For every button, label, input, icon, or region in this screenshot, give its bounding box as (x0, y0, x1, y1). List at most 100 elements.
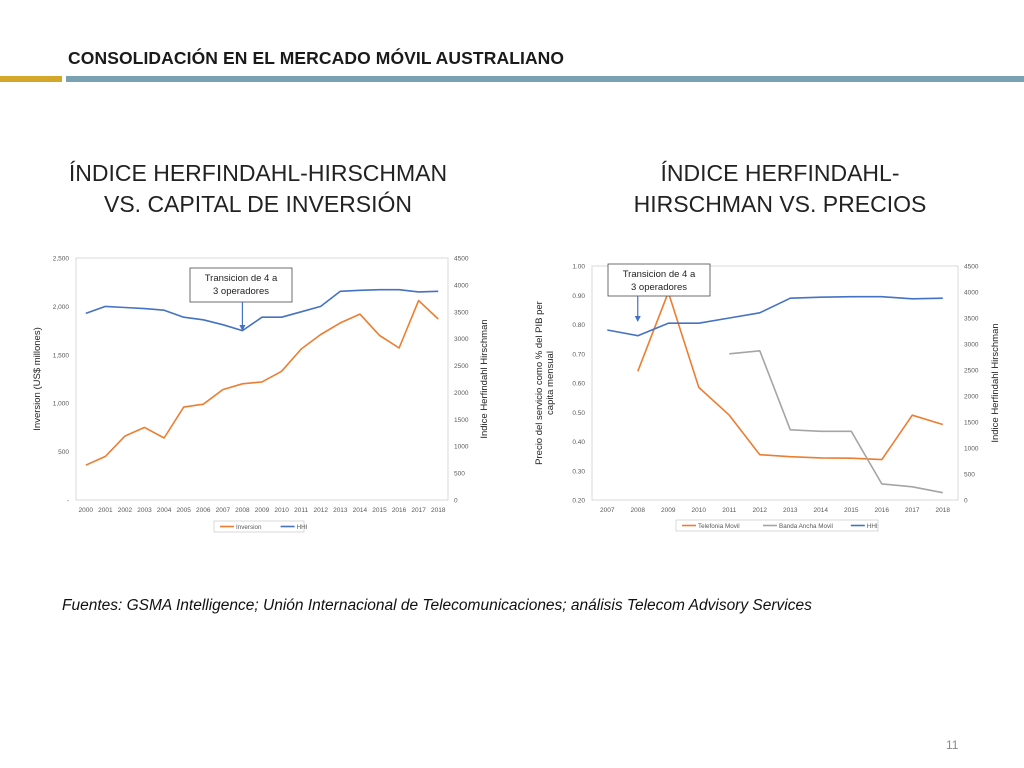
right-chart-y-tick-label: 0.40 (572, 439, 585, 446)
right-chart-annotation: Transicion de 4 a 3 operadores (607, 263, 711, 322)
right-chart-legend: Telefonia Movil Banda Ancha Movil HHI (675, 519, 879, 532)
left-chart-y2-tick-label: 1000 (454, 444, 469, 451)
right-chart-y2-tick-label: 3500 (964, 316, 979, 323)
right-chart-legend-label-banda-ancha-movil: Banda Ancha Movil (779, 523, 833, 530)
right-chart-x-tick-label: 2008 (631, 507, 646, 514)
left-chart-y-tick-label: - (67, 498, 69, 505)
right-chart-x-tick-label: 2016 (875, 507, 890, 514)
chart-title-right-line-1: ÍNDICE HERFINDAHL- (660, 160, 900, 186)
right-chart-y-axis-label-line: capita mensual (545, 351, 556, 415)
left-chart-x-tick-label: 2012 (314, 507, 329, 514)
header-accent-bar (0, 76, 62, 82)
left-chart-annotation-box (189, 267, 293, 303)
right-chart-series-line-hhi (607, 295, 943, 337)
left-chart-annotation-line-2: 3 operadores (213, 286, 269, 297)
chart-title-left-line-2: VS. CAPITAL DE INVERSIÓN (103, 191, 413, 217)
left-chart-legend-label-inversion: Inversion (236, 524, 262, 531)
left-chart-x-tick-label: 2018 (431, 507, 446, 514)
chart-title-right: ÍNDICE HERFINDAHL- HIRSCHMAN VS. PRECIOS (560, 158, 1000, 220)
left-chart-y2-tick-label: 2000 (454, 390, 469, 397)
left-chart-y2-tick-label: 3000 (454, 336, 469, 343)
left-chart-y2-axis-label: Indice Herfindahl Hirschman (479, 319, 490, 438)
right-chart-x-tick-label: 2017 (905, 507, 920, 514)
right-chart-y-axis-label-line: Precio del servicio como % del PIB per (534, 301, 545, 465)
page-number: 11 (946, 738, 959, 752)
right-chart-plot-frame (591, 265, 959, 501)
right-chart-x-tick-label: 2013 (783, 507, 798, 514)
right-chart-y2-tick-label: 4500 (964, 264, 979, 271)
right-chart-x-tick-label: 2014 (814, 507, 829, 514)
right-chart-y-tick-label: 0.60 (572, 381, 585, 388)
right-chart-series-line-banda-ancha-movil (729, 350, 943, 494)
chart-title-left-line-1: ÍNDICE HERFINDAHL-HIRSCHMAN (68, 160, 448, 186)
left-chart-annotation: Transicion de 4 a 3 operadores (189, 267, 293, 331)
left-chart-x-tick-label: 2001 (98, 507, 113, 514)
right-chart-y-tick-label: 0.50 (572, 410, 585, 417)
left-chart-x-tick-label: 2009 (255, 507, 270, 514)
left-chart-x-tick-label: 2006 (196, 507, 211, 514)
left-chart-y2-tick-label: 0 (454, 498, 458, 505)
right-chart-y2-tick-label: 1500 (964, 420, 979, 427)
left-chart-y2-tick-label: 1500 (454, 417, 469, 424)
left-chart-y-tick-label: 1,000 (53, 401, 70, 408)
left-chart-x-tick-label: 2014 (353, 507, 368, 514)
left-chart-legend: Inversion HHI (213, 520, 308, 533)
left-chart-x-tick-label: 2000 (79, 507, 94, 514)
right-chart-legend-label-telefonia-movil: Telefonia Movil (698, 523, 740, 530)
left-chart-plot-frame (75, 257, 449, 501)
left-chart-annotation-arrowhead (239, 325, 246, 331)
right-chart-y2-tick-label: 2500 (964, 368, 979, 375)
right-chart-annotation-line-1: Transicion de 4 a (623, 269, 696, 280)
left-chart-y-tick-label: 2,000 (53, 304, 70, 311)
left-chart-x-tick-label: 2010 (274, 507, 289, 514)
right-chart-y2-tick-label: 500 (964, 472, 975, 479)
left-chart-annotation-line-1: Transicion de 4 a (205, 273, 278, 284)
right-chart-y-tick-label: 0.70 (572, 351, 585, 358)
right-chart-x-tick-label: 2007 (600, 507, 615, 514)
left-chart-y2-tick-label: 4000 (454, 282, 469, 289)
header-rule (66, 76, 1024, 82)
left-chart-x-tick-label: 2003 (137, 507, 152, 514)
right-chart-series-line-telefonia-movil (637, 291, 944, 461)
left-chart-x-tick-label: 2004 (157, 507, 172, 514)
right-chart-y-tick-label: 0.90 (572, 293, 585, 300)
left-chart-x-tick-label: 2008 (235, 507, 250, 514)
right-chart-y2-tick-label: 3000 (964, 342, 979, 349)
left-chart-y-axis-label: Inversion (US$ millones) (32, 327, 43, 430)
right-chart-y2-tick-label: 0 (964, 498, 968, 505)
right-chart-y-tick-label: 0.20 (572, 498, 585, 505)
left-chart-x-tick-label: 2017 (411, 507, 426, 514)
right-chart-y-tick-label: 1.00 (572, 264, 585, 271)
right-chart-x-tick-label: 2010 (692, 507, 707, 514)
chart-title-right-line-2: HIRSCHMAN VS. PRECIOS (633, 191, 927, 217)
right-chart-annotation-box (607, 263, 711, 297)
left-chart-legend-frame (213, 520, 305, 533)
right-chart-annotation-arrowhead (634, 316, 641, 322)
chart-hhi-vs-investment: - 500 1,000 1,500 2,000 2,500 0 500 1000 1500 2000… (32, 256, 490, 533)
left-chart-y2-tick-label: 500 (454, 471, 465, 478)
right-chart-y-axis-label: Precio del servicio como % del PIB perca… (534, 301, 556, 465)
right-chart-x-tick-label: 2009 (661, 507, 676, 514)
chart-hhi-vs-prices: 0.20 0.30 0.40 0.50 0.60 0.70 0.80 0.90 1.00 0 500… (534, 263, 1001, 532)
right-chart-y2-tick-label: 4000 (964, 290, 979, 297)
right-chart-x-tick-label: 2018 (936, 507, 951, 514)
right-chart-y-tick-label: 0.80 (572, 322, 585, 329)
left-chart-series-line-inversion (85, 299, 439, 466)
left-chart-x-tick-label: 2002 (118, 507, 133, 514)
left-chart-series-line-hhi (85, 288, 439, 332)
left-chart-x-tick-label: 2011 (294, 507, 308, 514)
left-chart-x-tick-label: 2007 (216, 507, 231, 514)
left-chart-y-tick-label: 1,500 (53, 352, 70, 359)
chart-title-left: ÍNDICE HERFINDAHL-HIRSCHMAN VS. CAPITAL … (28, 158, 488, 220)
right-chart-y2-tick-label: 2000 (964, 394, 979, 401)
sources-note: Fuentes: GSMA Intelligence; Unión Intern… (62, 597, 812, 614)
left-chart-y2-tick-label: 3500 (454, 309, 469, 316)
left-chart-x-tick-label: 2015 (372, 507, 387, 514)
left-chart-y2-tick-label: 2500 (454, 363, 469, 370)
right-chart-x-tick-label: 2011 (722, 507, 736, 514)
right-chart-y2-tick-label: 1000 (964, 446, 979, 453)
left-chart-y2-tick-label: 4500 (454, 256, 469, 263)
right-chart-x-tick-label: 2015 (844, 507, 859, 514)
right-chart-annotation-line-2: 3 operadores (631, 282, 687, 293)
left-chart-x-tick-label: 2005 (176, 507, 191, 514)
